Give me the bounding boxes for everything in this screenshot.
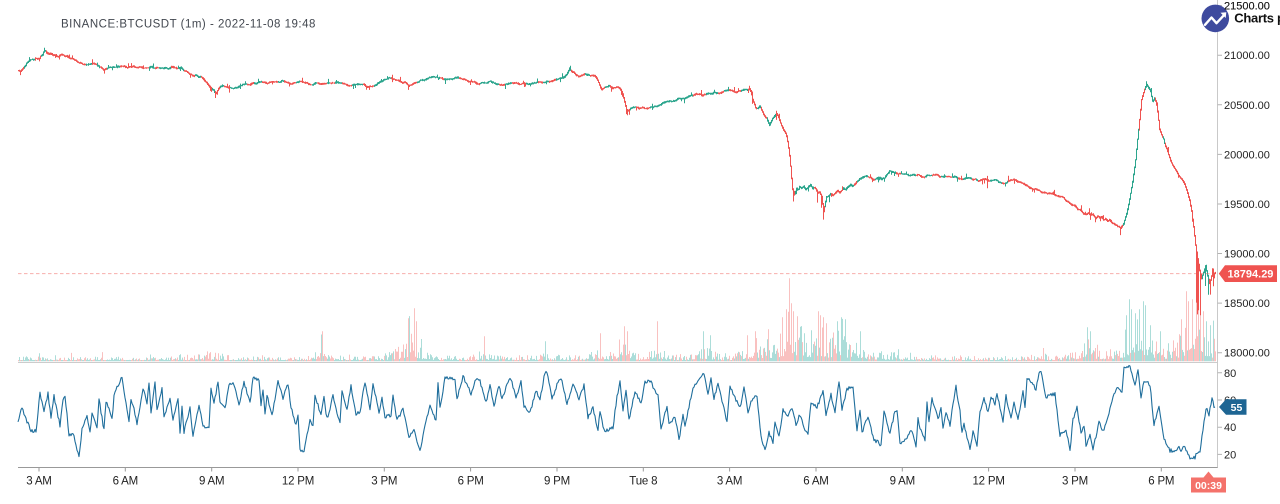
svg-text:6 PM: 6 PM: [458, 476, 484, 488]
svg-text:20000.00: 20000.00: [1224, 149, 1270, 161]
svg-text:40: 40: [1224, 422, 1236, 434]
svg-text:12 PM: 12 PM: [972, 476, 1004, 488]
svg-text:21000.00: 21000.00: [1224, 50, 1270, 62]
svg-text:19000.00: 19000.00: [1224, 249, 1270, 261]
svg-text:00:39: 00:39: [1195, 480, 1222, 492]
svg-text:3 AM: 3 AM: [717, 476, 742, 488]
svg-text:18794.29: 18794.29: [1228, 269, 1274, 281]
svg-text:55: 55: [1231, 402, 1243, 414]
svg-text:20500.00: 20500.00: [1224, 100, 1270, 112]
svg-text:Charts powered by: Charts powered by: [1234, 10, 1280, 25]
svg-text:3 AM: 3 AM: [26, 476, 51, 488]
svg-text:9 AM: 9 AM: [890, 476, 915, 488]
svg-text:3 PM: 3 PM: [371, 476, 397, 488]
svg-text:6 PM: 6 PM: [1148, 476, 1174, 488]
svg-text:9 AM: 9 AM: [199, 476, 224, 488]
svg-text:9 PM: 9 PM: [544, 476, 570, 488]
svg-text:18500.00: 18500.00: [1224, 298, 1270, 310]
svg-text:6 AM: 6 AM: [113, 476, 138, 488]
svg-text:19500.00: 19500.00: [1224, 199, 1270, 211]
svg-text:12 PM: 12 PM: [282, 476, 314, 488]
svg-text:BINANCE:BTCUSDT (1m) - 2022-11: BINANCE:BTCUSDT (1m) - 2022-11-08 19:48: [61, 18, 316, 30]
svg-text:6 AM: 6 AM: [803, 476, 828, 488]
svg-text:18000.00: 18000.00: [1224, 348, 1270, 360]
svg-text:20: 20: [1224, 449, 1236, 461]
svg-text:21500.00: 21500.00: [1224, 1, 1270, 13]
svg-text:3 PM: 3 PM: [1062, 476, 1088, 488]
svg-text:80: 80: [1224, 368, 1236, 380]
svg-text:Tue 8: Tue 8: [629, 476, 657, 488]
svg-text:21500.00: 21500.00: [1224, 1, 1270, 13]
